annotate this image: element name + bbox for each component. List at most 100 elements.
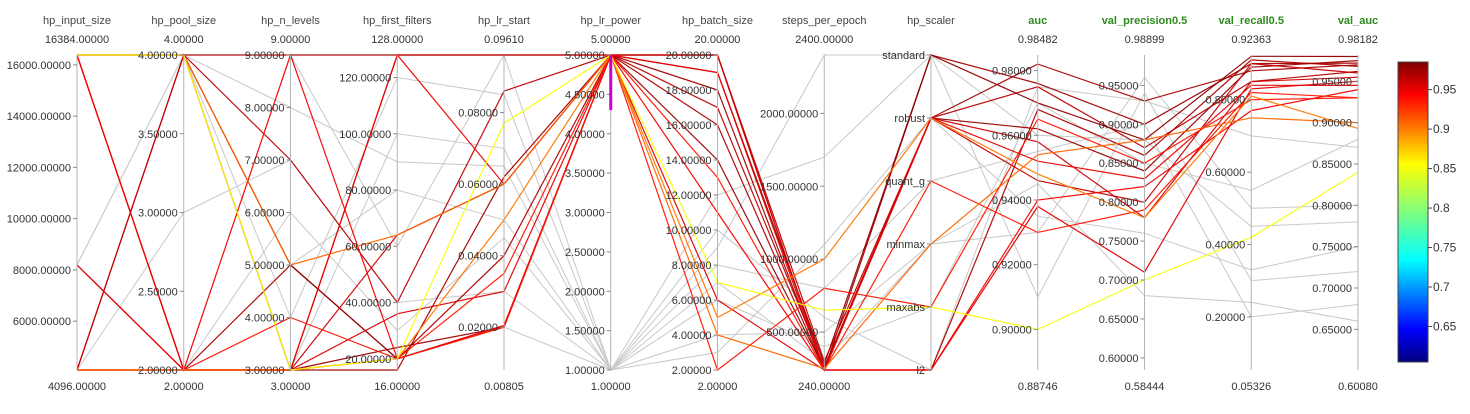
axis-tick-label: 2.00000 (138, 365, 178, 377)
axis-tick-label: 9.00000 (245, 50, 285, 62)
axis-tick-label: 0.06000 (458, 179, 498, 191)
axis-max-label: 2400.00000 (795, 34, 853, 46)
axis-tick-label: 8.00000 (672, 260, 712, 272)
axis-tick-label: 40.00000 (345, 298, 391, 310)
axis-tick-label: 10.00000 (666, 225, 712, 237)
axis-min-label: 0.58444 (1125, 381, 1165, 393)
axis-tick-label: standard (882, 50, 925, 62)
axis-min-label: 0.00805 (484, 381, 524, 393)
colorbar-tick-label: 0.75 (1433, 241, 1457, 255)
axis-hp-lr-start[interactable]: hp_lr_start 0.09610 0.00805 0.02000 0.04000 0… (458, 15, 530, 393)
axis-tick-label: 0.70000 (1099, 275, 1139, 287)
axis-title: auc (1028, 15, 1047, 27)
axis-hp-input-size[interactable]: hp_input_size 16384.00000 4096.00000 6000.0… (7, 15, 111, 393)
axis-tick-label: 2.00000 (565, 286, 605, 298)
axis-max-label: 20.00000 (695, 34, 741, 46)
axis-min-label: 2.00000 (698, 381, 738, 393)
axis-min-label: 1.00000 (591, 381, 631, 393)
axis-val-auc[interactable]: val_auc 0.98182 0.60080 0.65000 0.70000 0.750… (1312, 15, 1378, 393)
axis-tick-label: 0.75000 (1312, 242, 1352, 254)
axis-tick-label: 18.00000 (666, 85, 712, 97)
axis-tick-label: 0.65000 (1312, 324, 1352, 336)
axis-tick-label: 0.02000 (458, 322, 498, 334)
axis-tick-label: 0.60000 (1099, 353, 1139, 365)
axis-tick-label: 14.00000 (666, 155, 712, 167)
axis-title: hp_scaler (907, 15, 955, 27)
axis-max-label: 4.00000 (164, 34, 204, 46)
axis-tick-label: 20.00000 (666, 50, 712, 62)
axis-tick-label: 0.08000 (458, 108, 498, 120)
axis-tick-label: 100.00000 (339, 129, 391, 141)
axis-tick-label: 12.00000 (666, 190, 712, 202)
axis-tick-label: 4.50000 (565, 89, 605, 101)
axis-hp-batch-size[interactable]: hp_batch_size 20.00000 2.00000 2.00000 4.000… (666, 15, 753, 393)
axis-min-label: 0.05326 (1231, 381, 1271, 393)
axis-tick-label: 0.90000 (1099, 119, 1139, 131)
axis-tick-label: 0.60000 (1205, 167, 1245, 179)
axis-tick-label: 3.00000 (138, 208, 178, 220)
axis-brush-selection[interactable] (609, 55, 613, 111)
axis-tick-label: 2.50000 (138, 286, 178, 298)
axis-tick-label: quant_g (885, 176, 925, 188)
axis-hp-n-levels[interactable]: hp_n_levels 9.00000 3.00000 3.00000 4.00000 5… (245, 15, 321, 393)
colorbar-tick-label: 0.9 (1433, 122, 1450, 136)
axis-tick-label: 3.50000 (565, 168, 605, 180)
axis-tick-label: 2000.00000 (760, 108, 818, 120)
axis-val-precision0-5[interactable]: val_precision0.5 0.98899 0.58444 0.60000 0.6… (1099, 15, 1188, 393)
axis-hp-pool-size[interactable]: hp_pool_size 4.00000 2.00000 2.00000 2.50000… (138, 15, 216, 393)
axis-title: hp_batch_size (682, 15, 753, 27)
axis-tick-label: 5.00000 (245, 260, 285, 272)
axis-tick-label: 3.50000 (138, 129, 178, 141)
axis-min-label: 16.00000 (374, 381, 420, 393)
axis-max-label: 0.98899 (1125, 34, 1165, 46)
axis-title: val_precision0.5 (1102, 15, 1188, 27)
axis-title: hp_n_levels (261, 15, 320, 27)
axis-tick-label: 1500.00000 (760, 181, 818, 193)
axis-tick-label: 6.00000 (672, 295, 712, 307)
colorbar: 0.95 0.9 0.85 0.8 0.75 0.7 0.65 (1397, 61, 1457, 363)
axis-tick-label: 0.20000 (1205, 312, 1245, 324)
axes: hp_input_size 16384.00000 4096.00000 6000.0… (7, 15, 1378, 393)
axis-max-label: 9.00000 (271, 34, 311, 46)
axis-tick-label: 8.00000 (245, 103, 285, 115)
colorbar-tick-label: 0.95 (1433, 83, 1457, 97)
axis-title: val_auc (1338, 15, 1378, 27)
axis-tick-label: 4.00000 (565, 129, 605, 141)
axis-tick-label: 1.00000 (565, 365, 605, 377)
axis-tick-label: 2.50000 (565, 247, 605, 259)
axis-hp-lr-power[interactable]: hp_lr_power 5.00000 1.00000 1.00000 1.50000 2… (565, 15, 641, 393)
axis-max-label: 5.00000 (591, 34, 631, 46)
colorbar-tick-label: 0.65 (1433, 319, 1457, 333)
axis-tick-label: 5.00000 (565, 50, 605, 62)
axis-tick-label: 0.96000 (992, 130, 1032, 142)
axis-tick-label: 1.50000 (565, 326, 605, 338)
axis-tick-label: minmax (886, 239, 925, 251)
axis-hp-first-filters[interactable]: hp_first_filters 128.00000 16.00000 20.0000… (339, 15, 432, 393)
axis-max-label: 0.92363 (1231, 34, 1271, 46)
axis-min-label: 240.00000 (798, 381, 850, 393)
axis-tick-label: 4.00000 (138, 50, 178, 62)
axis-tick-label: 0.04000 (458, 251, 498, 263)
axis-tick-label: 120.00000 (339, 73, 391, 85)
axis-auc[interactable]: auc 0.98482 0.88746 0.90000 0.92000 0.94000 0.… (992, 15, 1058, 393)
axis-max-label: 0.09610 (484, 34, 524, 46)
axis-max-label: 128.00000 (371, 34, 423, 46)
axis-tick-label: 60.00000 (345, 241, 391, 253)
axis-title: hp_lr_start (478, 15, 530, 27)
axis-tick-label: 0.70000 (1312, 283, 1352, 295)
axis-tick-label: 0.85000 (1099, 158, 1139, 170)
axis-steps-per-epoch[interactable]: steps_per_epoch 2400.00000 240.00000 500.00… (760, 15, 866, 393)
axis-title: hp_lr_power (580, 15, 641, 27)
axis-tick-label: 80.00000 (345, 185, 391, 197)
axis-tick-label: 1000.00000 (760, 254, 818, 266)
axis-title: hp_input_size (43, 15, 111, 27)
axis-tick-label: 4.00000 (245, 313, 285, 325)
axis-tick-label: 16.00000 (666, 120, 712, 132)
axis-tick-label: 8000.00000 (13, 265, 71, 277)
axis-max-label: 16384.00000 (45, 34, 109, 46)
axis-val-recall0-5[interactable]: val_recall0.5 0.92363 0.05326 0.20000 0.4000… (1205, 15, 1283, 393)
axis-tick-label: 2.00000 (672, 365, 712, 377)
